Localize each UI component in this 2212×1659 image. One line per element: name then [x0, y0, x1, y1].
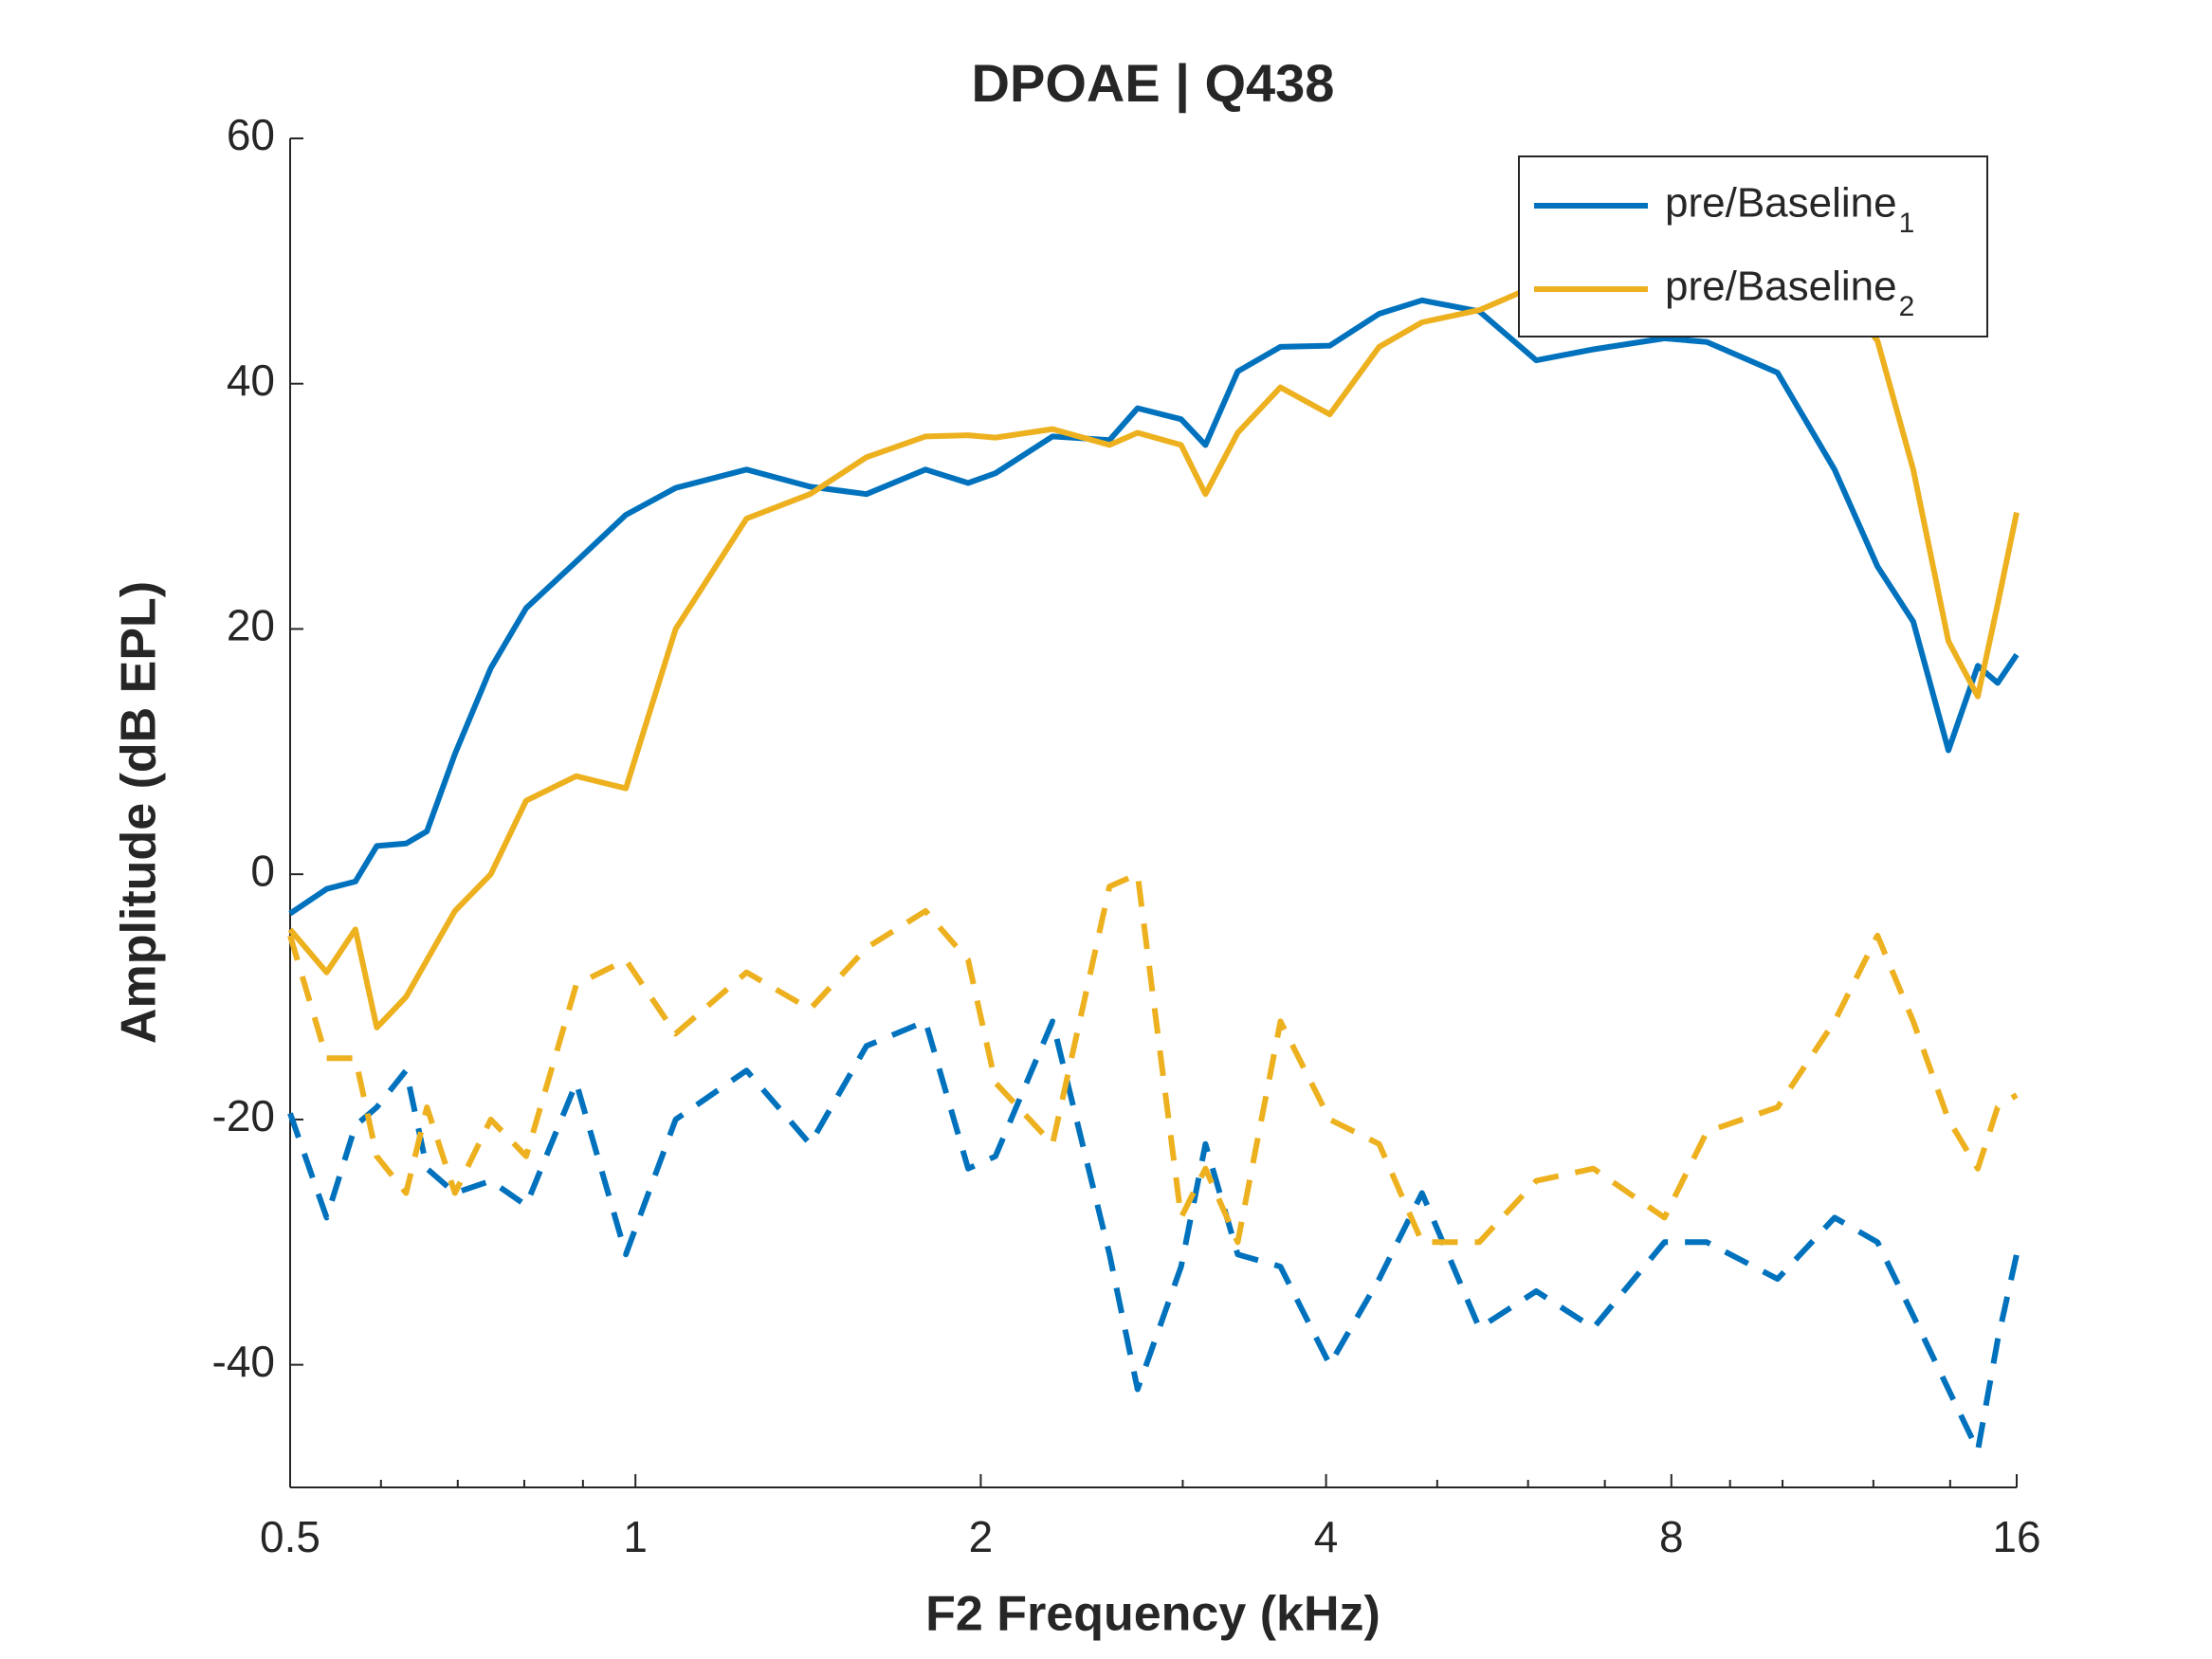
y-tick-label: 60 — [227, 110, 275, 159]
x-tick-label: 0.5 — [260, 1512, 320, 1561]
legend-subscript: 1 — [1899, 208, 1915, 239]
x-tick-label: 4 — [1314, 1512, 1339, 1561]
y-tick-label: 0 — [250, 846, 275, 895]
y-axis-label: Amplitude (dB EPL) — [112, 581, 167, 1044]
x-tick-label: 1 — [623, 1512, 648, 1561]
chart-title: DPOAE | Q438 — [972, 53, 1335, 114]
noise-line — [287, 871, 2019, 1246]
noise-line — [287, 1018, 2020, 1454]
legend-box — [1518, 155, 1988, 337]
y-tick-label: 40 — [227, 356, 275, 405]
data-line — [288, 297, 2020, 917]
y-tick-label: -40 — [212, 1337, 275, 1386]
legend-subscript: 2 — [1899, 291, 1915, 322]
y-tick-label: -20 — [212, 1091, 275, 1140]
legend-label: pre/Baseline — [1665, 180, 1897, 227]
x-tick-label: 8 — [1659, 1512, 1684, 1561]
x-tick-label: 16 — [1992, 1512, 2040, 1561]
legend-label: pre/Baseline — [1665, 264, 1897, 310]
y-tick-label: 20 — [227, 601, 275, 650]
x-tick-label: 2 — [969, 1512, 994, 1561]
x-axis-label: F2 Frequency (kHz) — [925, 1587, 1380, 1642]
